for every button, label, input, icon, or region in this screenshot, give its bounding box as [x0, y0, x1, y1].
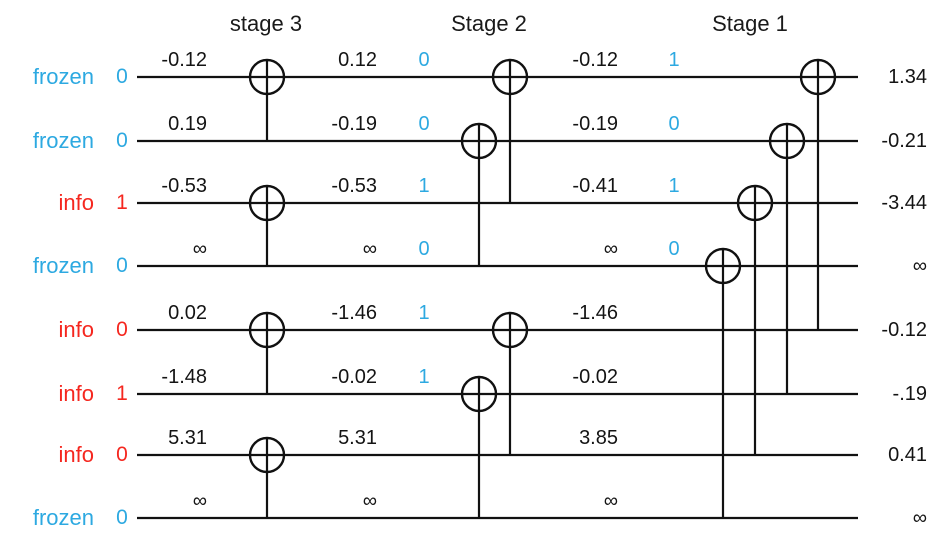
- xor-gate-icon: [460, 375, 498, 413]
- xor-gate-icon: [768, 122, 806, 160]
- xor-gate-icon: [460, 122, 498, 160]
- row-3-bit-stage3: 1: [418, 175, 430, 197]
- row-8-llr-stage3: ∞: [362, 490, 377, 512]
- row-4-llr-stage3: ∞: [362, 238, 377, 260]
- row-6-llr-stage3: -0.02: [331, 366, 377, 388]
- row-6-input-bit: 1: [116, 382, 128, 405]
- row-7-llr-stage3: 5.31: [338, 427, 377, 449]
- row-5-llr-stage2: -1.46: [572, 302, 618, 324]
- row-5-bit-stage3: 1: [418, 302, 430, 324]
- row-7-input-bit: 0: [116, 443, 128, 466]
- row-8-type-label: frozen: [32, 505, 94, 530]
- row-3-input-bit: 1: [116, 191, 128, 214]
- row-7-llr-output: 0.41: [888, 444, 927, 466]
- row-5-llr-input: 0.02: [168, 302, 207, 324]
- row-wires: [137, 75, 858, 520]
- row-2-llr-stage3: -0.19: [331, 113, 377, 135]
- row-4-bit-stage3: 0: [418, 238, 430, 260]
- xor-gate-icon: [248, 184, 286, 222]
- row-2-bit-stage3: 0: [418, 113, 430, 135]
- xor-gate-icon: [248, 436, 286, 474]
- row-2-type-label: frozen: [32, 128, 94, 153]
- xor-gate-icon: [248, 58, 286, 96]
- row-7-llr-input: 5.31: [168, 427, 207, 449]
- row-4-llr-stage2: ∞: [603, 238, 618, 260]
- row-3-llr-stage2: -0.41: [572, 175, 618, 197]
- row-3-llr-input: -0.53: [161, 175, 207, 197]
- row-4-llr-input: ∞: [192, 238, 207, 260]
- row-1-llr-stage3: 0.12: [338, 49, 377, 71]
- row-7-type-label: info: [58, 442, 94, 467]
- row-3-llr-output: -3.44: [881, 192, 927, 214]
- row-5-input-bit: 0: [116, 318, 128, 341]
- row-4-type-label: frozen: [32, 253, 94, 278]
- row-6-llr-output: -.19: [892, 383, 927, 405]
- row-1-llr-input: -0.12: [161, 49, 207, 71]
- row-6-llr-input: -1.48: [161, 366, 207, 388]
- row-8-llr-input: ∞: [192, 490, 207, 512]
- row-7-llr-stage2: 3.85: [579, 427, 618, 449]
- row-2-llr-stage2: -0.19: [572, 113, 618, 135]
- row-5-llr-output: -0.12: [881, 319, 927, 341]
- row-2-input-bit: 0: [116, 129, 128, 152]
- xor-gate-icon: [248, 311, 286, 349]
- row-1-input-bit: 0: [116, 65, 128, 88]
- row-4-input-bit: 0: [116, 254, 128, 277]
- row-4-bit-stage2: 0: [668, 238, 680, 260]
- row-8-llr-output: ∞: [912, 507, 927, 529]
- xor-gate-icon: [704, 247, 742, 285]
- xor-gate-icon: [491, 311, 529, 349]
- row-1-type-label: frozen: [32, 64, 94, 89]
- row-1-llr-stage2: -0.12: [572, 49, 618, 71]
- row-6-llr-stage2: -0.02: [572, 366, 618, 388]
- xor-gate-icon: [799, 58, 837, 96]
- row-1-llr-output: 1.34: [888, 66, 927, 88]
- row-3-type-label: info: [58, 190, 94, 215]
- xor-gates: [248, 58, 837, 474]
- stage2-connectors: [477, 60, 512, 518]
- row-5-llr-stage3: -1.46: [331, 302, 377, 324]
- row-2-llr-input: 0.19: [168, 113, 207, 135]
- row-1-bit-stage2: 1: [668, 49, 680, 71]
- row-3-bit-stage2: 1: [668, 175, 680, 197]
- xor-gate-icon: [736, 184, 774, 222]
- row-1-bit-stage3: 0: [418, 49, 430, 71]
- stage3-header: stage 3: [229, 11, 303, 36]
- row-2-bit-stage2: 0: [668, 113, 680, 135]
- row-6-bit-stage3: 1: [418, 366, 430, 388]
- row-2-llr-output: -0.21: [881, 130, 927, 152]
- stage1-header: Stage 1: [712, 11, 788, 36]
- row-3-llr-stage3: -0.53: [331, 175, 377, 197]
- xor-gate-icon: [491, 58, 529, 96]
- row-8-input-bit: 0: [116, 506, 128, 529]
- stage1-connectors: [721, 60, 820, 518]
- row-6-type-label: info: [58, 381, 94, 406]
- row-5-type-label: info: [58, 317, 94, 342]
- row-4-llr-output: ∞: [912, 255, 927, 277]
- row-8-llr-stage2: ∞: [603, 490, 618, 512]
- stage2-header: Stage 2: [451, 11, 527, 36]
